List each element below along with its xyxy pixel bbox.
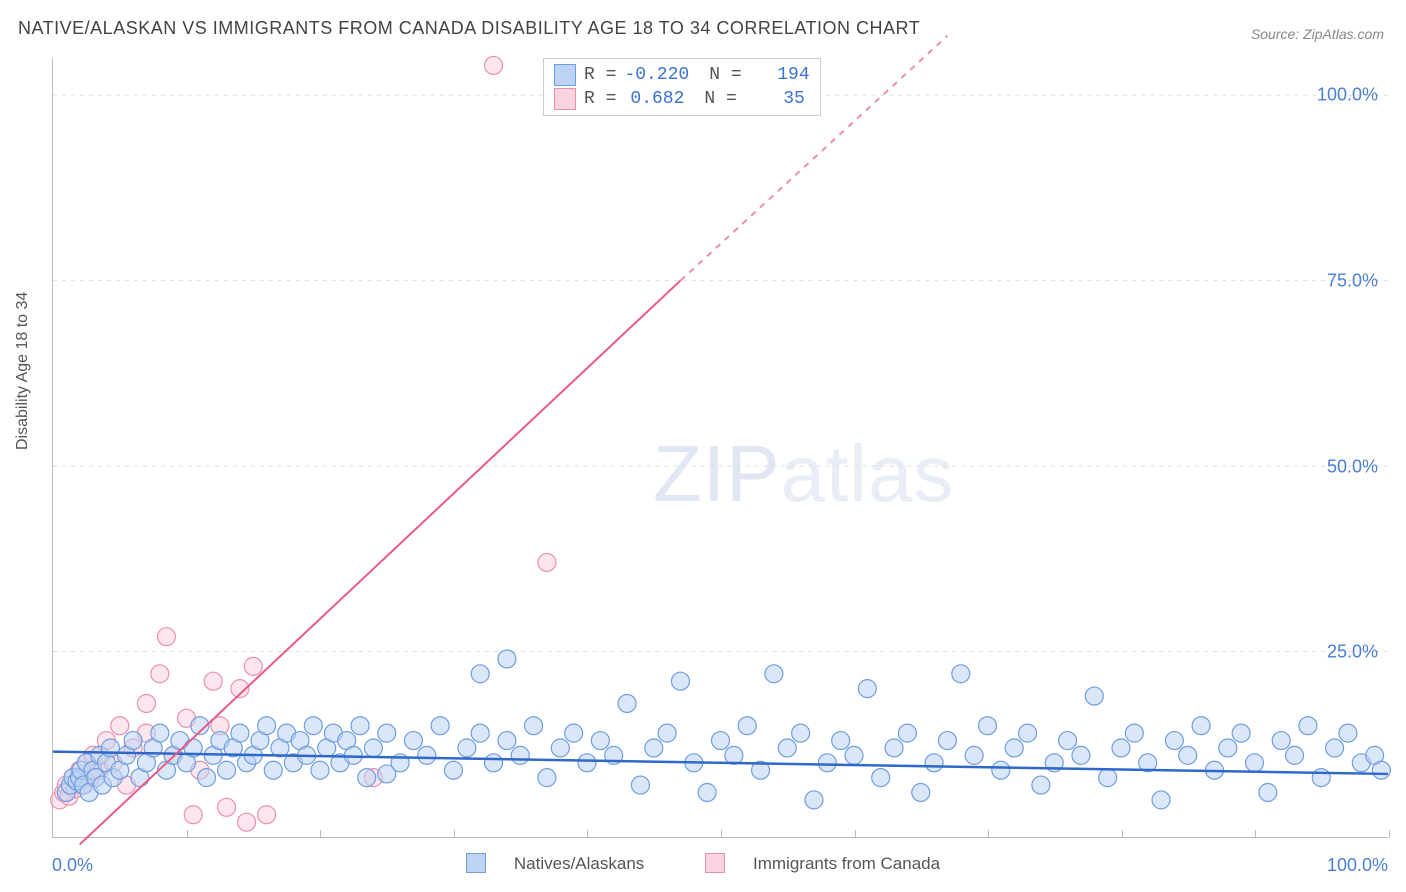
stats-swatch-blue [554,64,576,86]
legend-label-blue: Natives/Alaskans [514,854,644,873]
x-tick [454,830,455,838]
x-tick [587,830,588,838]
correlation-stats-box: R = -0.220 N = 194 R = 0.682 N = 35 [543,58,821,116]
y-tick-label: 75.0% [1327,270,1378,291]
legend-swatch-blue [466,853,486,873]
x-tick [988,830,989,838]
legend-label-pink: Immigrants from Canada [753,854,940,873]
stats-pink-n: 35 [745,89,805,109]
x-tick [721,830,722,838]
stats-label-n: N = [709,65,741,85]
stats-swatch-pink [554,88,576,110]
stats-label-r: R = [584,65,616,85]
source-prefix: Source: [1251,26,1303,42]
legend-swatch-pink [705,853,725,873]
plot-svg [53,58,1388,837]
y-tick-label: 100.0% [1317,85,1378,106]
source-attribution: Source: ZipAtlas.com [1251,26,1384,42]
x-tick [1122,830,1123,838]
stats-label-r2: R = [584,89,616,109]
y-tick-label: 25.0% [1327,642,1378,663]
x-tick [187,830,188,838]
stats-blue-r: -0.220 [624,65,689,85]
y-tick-label: 50.0% [1327,456,1378,477]
x-tick [1255,830,1256,838]
stats-pink-r: 0.682 [624,89,684,109]
y-axis-label: Disability Age 18 to 34 [14,292,32,450]
stats-label-n2: N = [704,89,736,109]
x-tick [1389,830,1390,838]
x-tick [320,830,321,838]
stats-row-pink: R = 0.682 N = 35 [554,87,810,111]
legend-item-pink: Immigrants from Canada [691,854,954,873]
stats-blue-n: 194 [750,65,810,85]
legend-item-blue: Natives/Alaskans [452,854,663,873]
source-link[interactable]: ZipAtlas.com [1303,26,1384,42]
plot-area: ZIPatlas R = -0.220 N = 194 R = 0.682 N … [52,58,1388,838]
x-tick [855,830,856,838]
bottom-legend: Natives/Alaskans Immigrants from Canada [0,853,1406,874]
stats-row-blue: R = -0.220 N = 194 [554,63,810,87]
chart-title: NATIVE/ALASKAN VS IMMIGRANTS FROM CANADA… [18,18,920,39]
